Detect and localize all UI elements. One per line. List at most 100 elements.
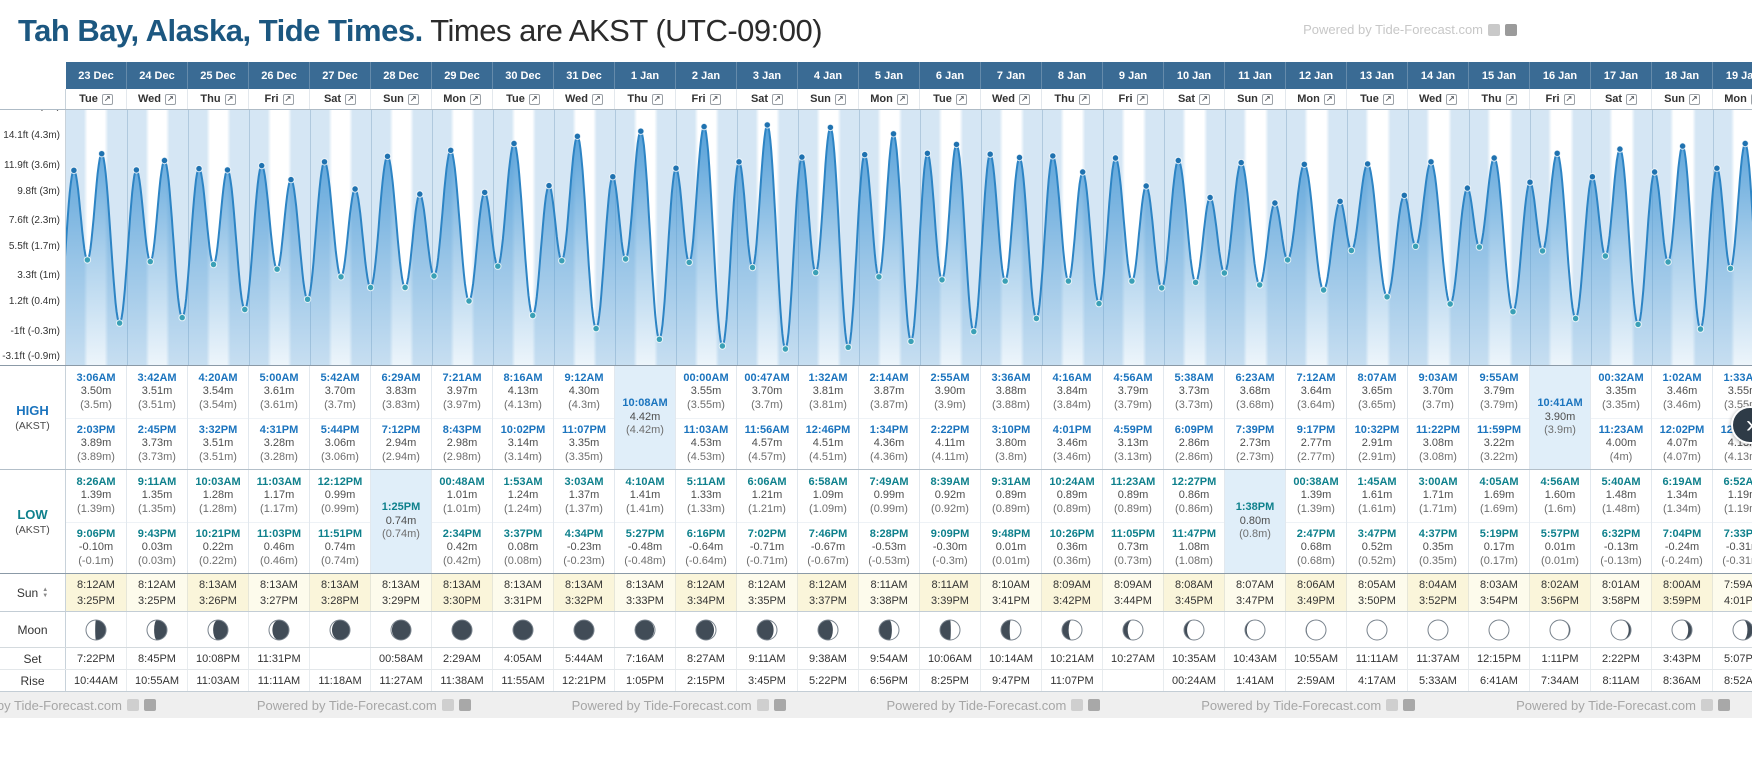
tide-time: 6:52AM — [1723, 475, 1752, 488]
expand-day-icon[interactable]: ↗ — [1136, 93, 1148, 105]
expand-day-icon[interactable]: ↗ — [282, 93, 294, 105]
high-cell: 3:06AM 3.50m (3.5m) 2:03PM 3.89m (3.89m) — [66, 366, 127, 469]
expand-day-icon[interactable]: ↗ — [407, 93, 419, 105]
moon-phase-icon — [1366, 619, 1388, 640]
low-tide-row: LOW (AKST) 8:26AM 1.39m (1.39m) 9:06PM -0.10m(… — [0, 470, 1752, 574]
expand-day-icon[interactable]: ↗ — [224, 93, 236, 105]
tide-time: 3:06AM — [76, 371, 116, 384]
moonset-cell: 4:05AM — [493, 648, 554, 669]
expand-day-icon[interactable]: ↗ — [772, 93, 784, 105]
moonset-cell: 11:37AM — [1408, 648, 1469, 669]
moonset-cell: 8:45PM — [127, 648, 188, 669]
expand-day-icon[interactable]: ↗ — [469, 93, 481, 105]
expand-day-icon[interactable]: ↗ — [1750, 93, 1752, 105]
tide-height-secondary: (4.07m) — [1663, 450, 1701, 463]
tide-entry: 7:49AM 0.99m (0.99m) — [859, 470, 919, 522]
expand-day-icon[interactable]: ↗ — [1261, 93, 1273, 105]
tide-height-secondary: (3.68m) — [1236, 398, 1274, 411]
tide-height: 4.53m — [690, 437, 722, 449]
moonset-cell — [310, 648, 371, 669]
tide-height-secondary: (3.84m) — [1053, 398, 1091, 411]
expand-day-icon[interactable]: ↗ — [1019, 93, 1031, 105]
tide-height-secondary: (4.13m) — [1724, 450, 1752, 463]
tide-entry: 4:05AM 1.69m (1.69m) — [1469, 470, 1529, 522]
moonset-cell: 10:35AM — [1164, 648, 1225, 669]
tide-entry: 6:19AM 1.34m (1.34m) — [1652, 470, 1712, 522]
rise-axis: Rise — [0, 670, 66, 691]
tide-time: 6:06AM — [747, 475, 787, 488]
tide-height-secondary: (1.08m) — [1175, 554, 1213, 567]
tide-height-secondary: (3.64m) — [1297, 398, 1335, 411]
weekday-label: Wed — [564, 93, 589, 105]
moon-cell — [1103, 612, 1164, 647]
tide-entry: 00:48AM 1.01m (1.01m) — [432, 470, 492, 522]
weekday-label: Mon — [870, 93, 893, 105]
tide-time: 2:22PM — [930, 423, 970, 436]
weekday-cell: Thu ↗ — [615, 89, 676, 109]
expand-day-icon[interactable]: ↗ — [592, 93, 604, 105]
expand-day-icon[interactable]: ↗ — [101, 93, 113, 105]
expand-day-icon[interactable]: ↗ — [1563, 93, 1575, 105]
set-label: Set — [23, 651, 42, 666]
tide-height: 3.55m — [1727, 385, 1752, 397]
tide-height-secondary: (0.01m) — [992, 554, 1030, 567]
tide-entry: 5:19PM 0.17m (0.17m) — [1469, 521, 1529, 574]
moonset-row: Set 7:22PM 8:45PM 10:08PM 11:31PM 00:58AM 2:29… — [0, 648, 1752, 670]
sun-cell: 8:13AM 3:32PM — [554, 574, 615, 611]
tide-height: 0.89m — [1056, 489, 1088, 501]
y-axis-label: 7.6ft (2.3m) — [8, 215, 60, 227]
tide-height: 4.13m — [507, 385, 539, 397]
high-cell: 6:23AM 3.68m (3.68m) 7:39PM 2.73m (2.73m) — [1225, 366, 1286, 469]
tide-height-secondary: (1.17m) — [260, 502, 298, 515]
moonrise-cell: 11:03AM — [188, 670, 249, 691]
tide-entry: 11:05PM 0.73m (0.73m) — [1103, 521, 1163, 574]
expand-day-icon[interactable]: ↗ — [834, 93, 846, 105]
expand-day-icon[interactable]: ↗ — [1382, 93, 1394, 105]
expand-day-icon[interactable]: ↗ — [1505, 93, 1517, 105]
weekday-label: Thu — [1481, 93, 1502, 105]
moon-phase-icon — [1305, 619, 1327, 640]
moonset-cell: 5:44AM — [554, 648, 615, 669]
tide-height: 3.83m — [385, 385, 417, 397]
moonset-cell: 10:43AM — [1225, 648, 1286, 669]
expand-day-icon[interactable]: ↗ — [1078, 93, 1090, 105]
expand-day-icon[interactable]: ↗ — [1323, 93, 1335, 105]
tide-height-secondary: (1.39m) — [1297, 502, 1335, 515]
tide-height-secondary: (3.73m) — [1175, 398, 1213, 411]
expand-day-icon[interactable]: ↗ — [651, 93, 663, 105]
expand-day-icon[interactable]: ↗ — [1688, 93, 1700, 105]
tide-height: 3.46m — [1056, 437, 1088, 449]
tide-height: 1.28m — [202, 489, 234, 501]
expand-day-icon[interactable]: ↗ — [709, 93, 721, 105]
expand-day-icon[interactable]: ↗ — [1626, 93, 1638, 105]
watermark-badge-icon — [1088, 699, 1101, 711]
sunset-time: 3:30PM — [443, 594, 481, 607]
watermark-badge-icon — [1403, 699, 1416, 711]
page-title-timezone: Times are AKST (UTC-09:00) — [430, 13, 823, 48]
low-label: LOW — [17, 507, 48, 522]
expand-day-icon[interactable]: ↗ — [528, 93, 540, 105]
watermark-badge-icon — [773, 699, 786, 711]
tide-time: 8:07AM — [1357, 371, 1397, 384]
expand-day-icon[interactable]: ↗ — [1199, 93, 1211, 105]
tide-entry: 11:07PM 3.35m (3.35m) — [554, 417, 614, 470]
tide-height: -0.64m — [688, 541, 724, 553]
expand-day-icon[interactable]: ↗ — [165, 93, 177, 105]
tide-height-secondary: (2.98m) — [443, 450, 481, 463]
expand-day-icon[interactable]: ↗ — [1446, 93, 1458, 105]
expand-day-icon[interactable]: ↗ — [896, 93, 908, 105]
tide-time: 1:45AM — [1357, 475, 1397, 488]
expand-day-icon[interactable]: ↗ — [345, 93, 357, 105]
weekday-label: Wed — [1418, 93, 1443, 105]
tide-height-secondary: (0.89m) — [1114, 502, 1152, 515]
footer-watermark-bar: Powered by Tide-Forecast.com Powered by T… — [0, 692, 1752, 718]
tide-height: 3.68m — [1239, 385, 1271, 397]
low-cell: 10:24AM 0.89m (0.89m) 10:26PM 0.36m (0.36m) — [1042, 470, 1103, 573]
low-cell: 10:03AM 1.28m (1.28m) 10:21PM 0.22m (0.22m) — [188, 470, 249, 573]
tide-height: -0.30m — [932, 541, 968, 553]
sunrise-time: 8:13AM — [443, 578, 481, 591]
moon-phase-icon — [573, 619, 595, 640]
tide-time: 4:16AM — [1052, 371, 1092, 384]
expand-day-icon[interactable]: ↗ — [955, 93, 967, 105]
